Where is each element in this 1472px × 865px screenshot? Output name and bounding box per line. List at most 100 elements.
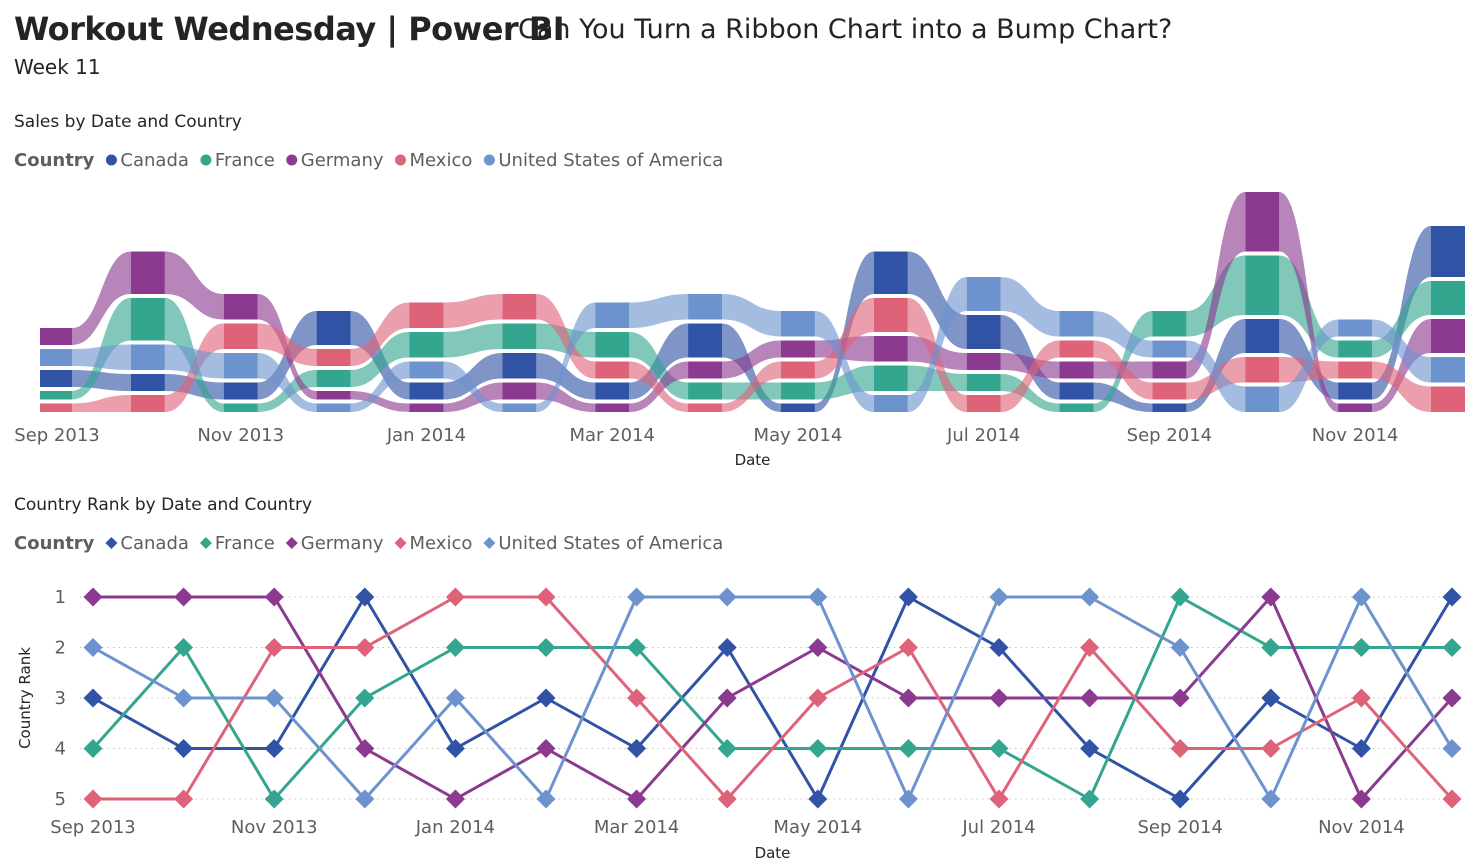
x-tick-label: May 2014	[754, 425, 843, 446]
ribbon-band	[536, 302, 596, 412]
ribbon-bar	[40, 370, 72, 387]
ribbon-bar	[409, 382, 444, 400]
ribbon-band	[536, 382, 596, 412]
data-point	[808, 638, 828, 657]
ribbon-bar	[316, 391, 351, 400]
ribbon-bar	[1431, 386, 1465, 412]
ribbon-bar	[1152, 340, 1187, 358]
ribbon-band	[350, 332, 410, 387]
data-point	[1080, 587, 1100, 607]
ribbon-bar	[1245, 192, 1280, 252]
data-point	[627, 688, 647, 708]
legend-item-mexico: Mexico	[410, 533, 473, 554]
ribbon-bar	[1245, 319, 1280, 353]
data-point	[808, 739, 828, 758]
ribbon-bar	[223, 294, 258, 320]
data-point	[808, 789, 828, 809]
ribbon-bar	[1152, 311, 1187, 337]
data-point	[808, 688, 828, 708]
legend-item-canada: Canada	[120, 150, 189, 171]
data-point	[1442, 688, 1462, 708]
x-tick-label: Nov 2014	[1318, 817, 1405, 838]
ribbon-bar	[688, 382, 723, 400]
page-title: Workout Wednesday | Power BI	[14, 10, 565, 48]
ribbon-series-united-states-of-america	[72, 277, 1431, 412]
x-tick-label: Jan 2014	[386, 425, 466, 446]
ribbon-band	[814, 298, 874, 379]
ribbon-bar	[316, 403, 351, 412]
data-point	[536, 587, 556, 607]
x-tick-label: Jul 2014	[946, 425, 1020, 446]
data-point	[717, 638, 737, 657]
ribbon-bar	[780, 340, 815, 358]
legend-marker	[394, 537, 407, 549]
ribbon-bar	[873, 395, 908, 412]
legend-item-germany: Germany	[301, 150, 384, 171]
ribbon-bar	[873, 298, 908, 332]
data-point	[1351, 587, 1371, 607]
data-point	[536, 739, 556, 758]
data-point	[717, 688, 737, 708]
legend-marker	[105, 154, 117, 166]
ribbon-bar	[873, 251, 908, 294]
ribbon-bar	[1059, 340, 1094, 358]
data-point	[898, 789, 918, 809]
data-point	[355, 638, 375, 657]
legend-marker	[199, 537, 212, 549]
ribbon-band	[1186, 192, 1246, 379]
data-point	[174, 688, 194, 708]
data-point	[1442, 789, 1462, 809]
series-line	[92, 595, 1454, 801]
bump-series-mexico	[83, 587, 1462, 809]
data-point	[1170, 587, 1190, 607]
series-line	[91, 595, 1452, 801]
ribbon-band	[1186, 340, 1246, 412]
page-subtitle: Can You Turn a Ribbon Chart into a Bump …	[518, 14, 1173, 45]
data-point	[445, 789, 465, 809]
ribbon-band	[907, 251, 967, 349]
ribbon-bar	[1338, 403, 1373, 412]
ribbon-bar	[780, 361, 815, 379]
bump-chart: Country Canada France Germany Mexico United S…	[14, 533, 1462, 862]
ribbon-band	[443, 382, 503, 412]
bump-chart-title: Country Rank by Date and Country	[14, 495, 313, 515]
bump-series-germany	[83, 587, 1462, 809]
data-point	[717, 739, 737, 758]
ribbon-bar	[40, 391, 72, 400]
ribbon-bar	[780, 311, 815, 337]
data-point	[989, 587, 1009, 607]
ribbon-bar	[223, 323, 258, 349]
week-label: Week 11	[14, 55, 101, 79]
data-point	[1351, 739, 1371, 758]
data-point	[1080, 739, 1100, 758]
data-point	[1261, 739, 1281, 758]
data-point	[1351, 789, 1371, 809]
data-point	[445, 739, 465, 758]
ribbon-band	[629, 332, 689, 400]
x-axis-title: Date	[735, 451, 771, 469]
ribbon-bar	[1059, 361, 1094, 379]
series-line	[93, 595, 1454, 801]
y-tick-label: 4	[55, 739, 66, 760]
ribbon-bar	[130, 298, 165, 341]
ribbon-band	[443, 323, 503, 358]
data-point	[898, 638, 918, 657]
data-point	[1080, 688, 1100, 708]
data-point	[898, 587, 918, 607]
ribbon-bar	[316, 311, 351, 345]
ribbon-columns-germany	[40, 192, 1465, 412]
data-point	[83, 789, 103, 809]
ribbon-band	[350, 391, 410, 412]
x-tick-label: Mar 2014	[569, 425, 655, 446]
ribbon-band	[536, 353, 596, 400]
ribbon-band	[1279, 319, 1339, 412]
data-point	[989, 789, 1009, 809]
data-point	[1261, 688, 1281, 708]
ribbon-bar	[1059, 311, 1094, 337]
data-point	[355, 789, 375, 809]
ribbon-band	[72, 344, 131, 370]
ribbon-band	[907, 277, 967, 412]
ribbon-bar	[595, 382, 630, 400]
ribbon-band	[164, 251, 224, 320]
ribbon-bar	[780, 403, 815, 412]
